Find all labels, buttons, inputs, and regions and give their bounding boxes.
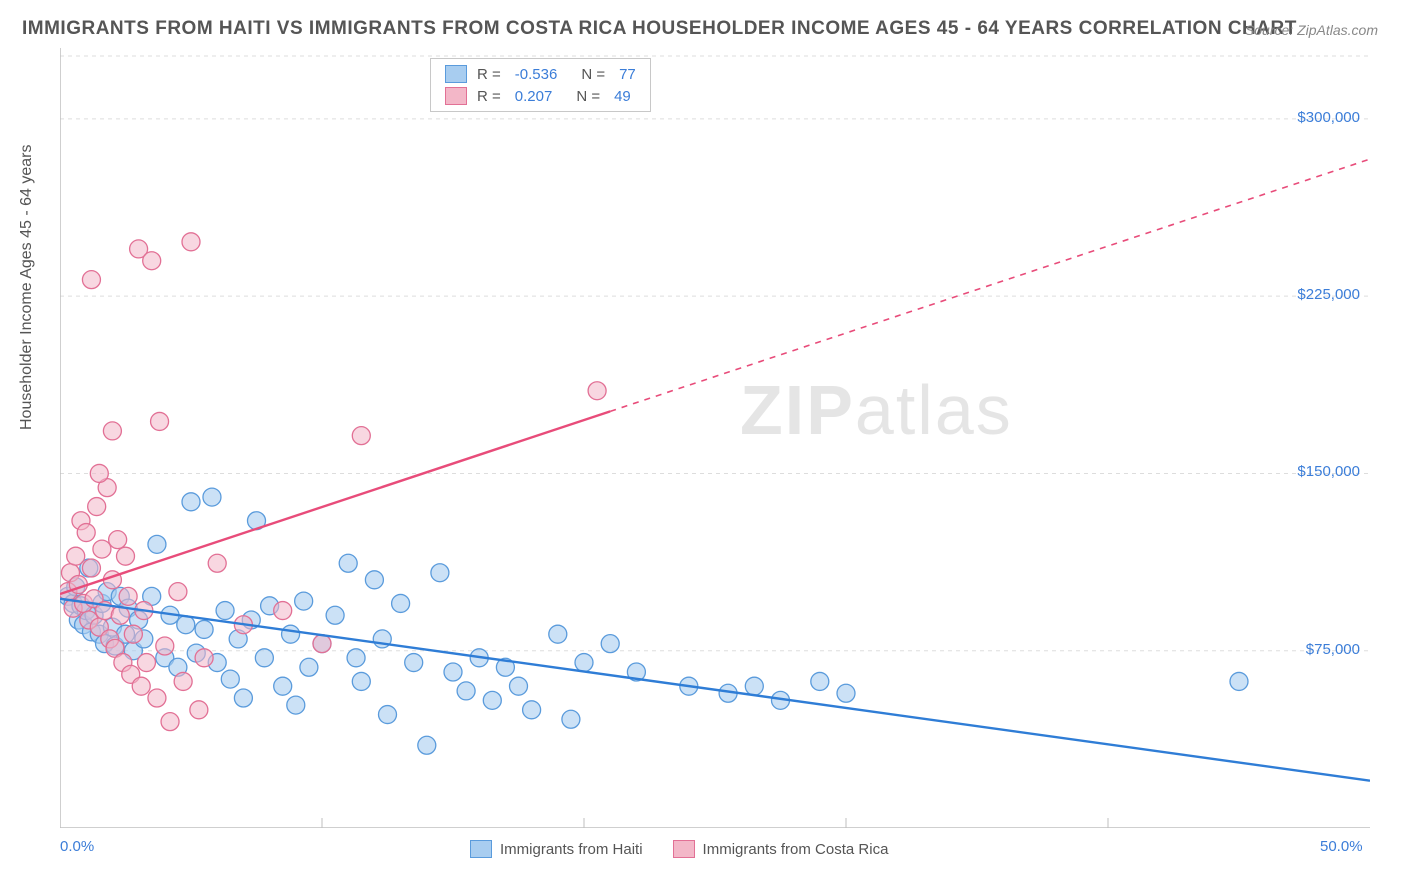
legend-stat-row: R =-0.536N =77 xyxy=(445,65,636,83)
y-tick-label: $75,000 xyxy=(1270,641,1360,658)
legend-swatch-icon xyxy=(445,65,467,83)
x-tick-label: 50.0% xyxy=(1320,838,1363,855)
y-tick-label: $225,000 xyxy=(1270,286,1360,303)
legend-series-label: Immigrants from Costa Rica xyxy=(703,841,889,858)
legend-swatch-icon xyxy=(470,840,492,858)
chart-title: IMMIGRANTS FROM HAITI VS IMMIGRANTS FROM… xyxy=(22,18,1297,40)
series-legend: Immigrants from Haiti Immigrants from Cos… xyxy=(470,840,888,858)
legend-series-label: Immigrants from Haiti xyxy=(500,841,643,858)
x-tick-label: 0.0% xyxy=(60,838,94,855)
y-axis-label: Householder Income Ages 45 - 64 years xyxy=(18,145,36,431)
correlation-legend: R =-0.536N =77 R =0.207N =49 xyxy=(430,58,651,112)
legend-stat-row: R =0.207N =49 xyxy=(445,87,636,105)
legend-swatch-icon xyxy=(445,87,467,105)
y-tick-label: $300,000 xyxy=(1270,109,1360,126)
legend-series-item: Immigrants from Costa Rica xyxy=(673,840,889,858)
legend-series-item: Immigrants from Haiti xyxy=(470,840,643,858)
scatter-plot xyxy=(60,48,1370,828)
source-label: Source: ZipAtlas.com xyxy=(1245,22,1378,38)
y-tick-label: $150,000 xyxy=(1270,463,1360,480)
legend-swatch-icon xyxy=(673,840,695,858)
